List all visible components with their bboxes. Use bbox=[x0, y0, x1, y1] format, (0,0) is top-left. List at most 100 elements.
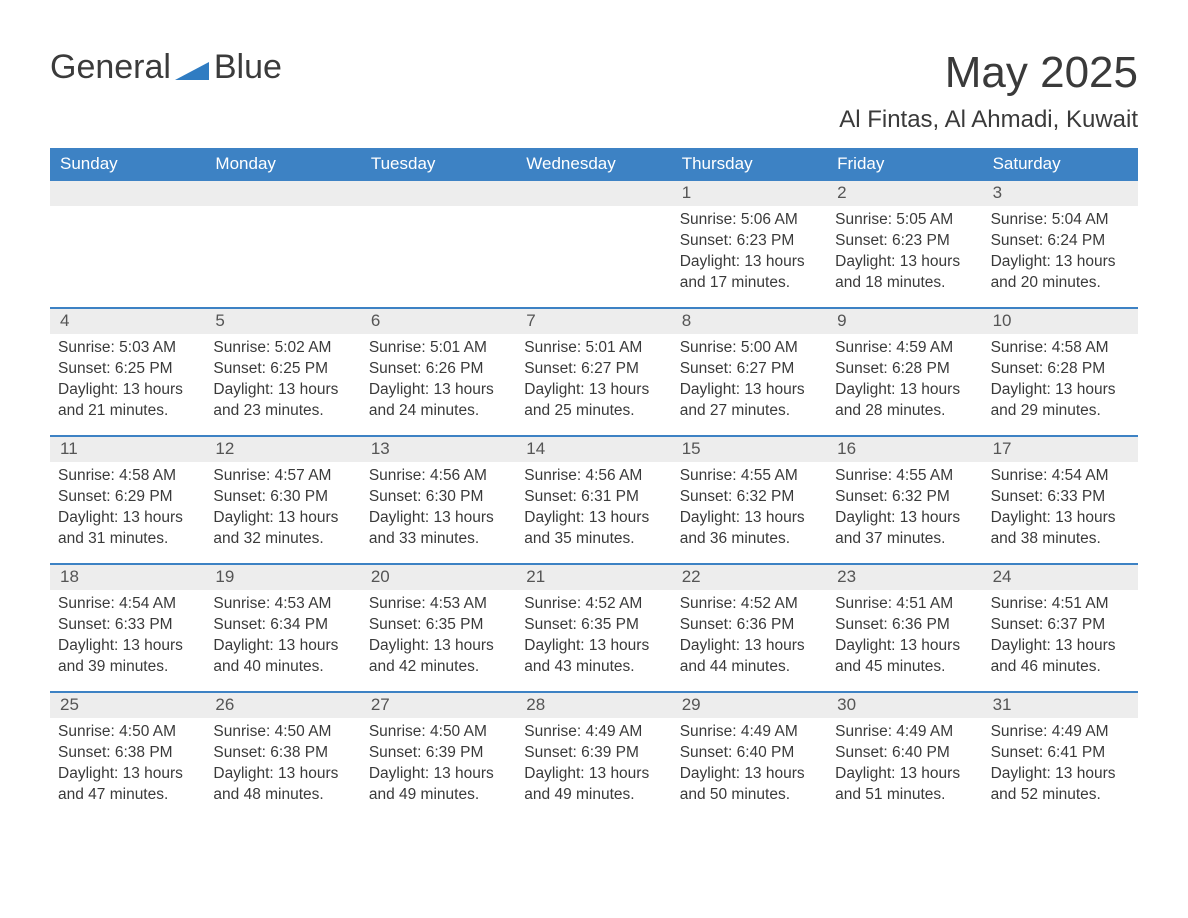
sunset-line: Sunset: 6:39 PM bbox=[369, 743, 508, 764]
day-cell: 5Sunrise: 5:02 AMSunset: 6:25 PMDaylight… bbox=[205, 309, 360, 435]
day-cell: 1Sunrise: 5:06 AMSunset: 6:23 PMDaylight… bbox=[672, 181, 827, 307]
sunset-line: Sunset: 6:23 PM bbox=[680, 231, 819, 252]
sunset-line: Sunset: 6:37 PM bbox=[991, 615, 1130, 636]
day-date: 26 bbox=[205, 693, 360, 718]
sunset-line: Sunset: 6:41 PM bbox=[991, 743, 1130, 764]
day-date: 20 bbox=[361, 565, 516, 590]
day-cell: 23Sunrise: 4:51 AMSunset: 6:36 PMDayligh… bbox=[827, 565, 982, 691]
daylight-line: Daylight: 13 hours and 33 minutes. bbox=[369, 508, 508, 550]
day-body: Sunrise: 4:54 AMSunset: 6:33 PMDaylight:… bbox=[991, 466, 1130, 550]
dow-cell: Friday bbox=[827, 148, 982, 181]
daylight-line: Daylight: 13 hours and 38 minutes. bbox=[991, 508, 1130, 550]
day-date bbox=[205, 181, 360, 206]
sunrise-line: Sunrise: 4:55 AM bbox=[680, 466, 819, 487]
daylight-line: Daylight: 13 hours and 40 minutes. bbox=[213, 636, 352, 678]
daylight-line: Daylight: 13 hours and 37 minutes. bbox=[835, 508, 974, 550]
day-date: 27 bbox=[361, 693, 516, 718]
day-cell: 25Sunrise: 4:50 AMSunset: 6:38 PMDayligh… bbox=[50, 693, 205, 819]
day-cell: 12 Sunrise: 4:57 AMSunset: 6:30 PMDayligh… bbox=[205, 437, 360, 563]
daylight-line: Daylight: 13 hours and 31 minutes. bbox=[58, 508, 197, 550]
logo-triangle-icon bbox=[175, 56, 209, 85]
day-cell: 10Sunrise: 4:58 AMSunset: 6:28 PMDayligh… bbox=[983, 309, 1138, 435]
daylight-line: Daylight: 13 hours and 48 minutes. bbox=[213, 764, 352, 806]
day-date: 7 bbox=[516, 309, 671, 334]
sunset-line: Sunset: 6:31 PM bbox=[524, 487, 663, 508]
sunset-line: Sunset: 6:27 PM bbox=[524, 359, 663, 380]
dow-cell: Sunday bbox=[50, 148, 205, 181]
daylight-line: Daylight: 13 hours and 43 minutes. bbox=[524, 636, 663, 678]
day-cell: 30Sunrise: 4:49 AMSunset: 6:40 PMDayligh… bbox=[827, 693, 982, 819]
sunset-line: Sunset: 6:36 PM bbox=[680, 615, 819, 636]
sunrise-line: Sunrise: 5:03 AM bbox=[58, 338, 197, 359]
sunrise-line: Sunrise: 4:49 AM bbox=[524, 722, 663, 743]
sunrise-line: Sunrise: 4:56 AM bbox=[369, 466, 508, 487]
sunrise-line: Sunrise: 4:49 AM bbox=[680, 722, 819, 743]
daylight-line: Daylight: 13 hours and 49 minutes. bbox=[369, 764, 508, 806]
day-body: Sunrise: 5:01 AMSunset: 6:27 PMDaylight:… bbox=[524, 338, 663, 422]
sunset-line: Sunset: 6:36 PM bbox=[835, 615, 974, 636]
day-date: 29 bbox=[672, 693, 827, 718]
daylight-line: Daylight: 13 hours and 17 minutes. bbox=[680, 252, 819, 294]
day-body: Sunrise: 4:56 AMSunset: 6:31 PMDaylight:… bbox=[524, 466, 663, 550]
sunset-line: Sunset: 6:28 PM bbox=[991, 359, 1130, 380]
sunrise-line: Sunrise: 4:59 AM bbox=[835, 338, 974, 359]
day-body: Sunrise: 4:51 AMSunset: 6:37 PMDaylight:… bbox=[991, 594, 1130, 678]
sunrise-line: Sunrise: 4:51 AM bbox=[835, 594, 974, 615]
daylight-line: Daylight: 13 hours and 39 minutes. bbox=[58, 636, 197, 678]
day-cell: 27 Sunrise: 4:50 AMSunset: 6:39 PMDayligh… bbox=[361, 693, 516, 819]
sunrise-line: Sunrise: 5:01 AM bbox=[369, 338, 508, 359]
day-date bbox=[50, 181, 205, 206]
daylight-line: Daylight: 13 hours and 18 minutes. bbox=[835, 252, 974, 294]
day-body: Sunrise: 4:57 AMSunset: 6:30 PMDaylight:… bbox=[213, 466, 352, 550]
calendar-grid: SundayMondayTuesdayWednesdayThursdayFrid… bbox=[50, 148, 1138, 819]
sunset-line: Sunset: 6:40 PM bbox=[835, 743, 974, 764]
daylight-line: Daylight: 13 hours and 50 minutes. bbox=[680, 764, 819, 806]
day-body: Sunrise: 5:05 AMSunset: 6:23 PMDaylight:… bbox=[835, 210, 974, 294]
day-cell: 15Sunrise: 4:55 AMSunset: 6:32 PMDayligh… bbox=[672, 437, 827, 563]
day-cell bbox=[516, 181, 671, 307]
day-body: Sunrise: 4:52 AMSunset: 6:36 PMDaylight:… bbox=[680, 594, 819, 678]
day-body: Sunrise: 4:52 AMSunset: 6:35 PMDaylight:… bbox=[524, 594, 663, 678]
sunset-line: Sunset: 6:34 PM bbox=[213, 615, 352, 636]
day-date: 30 bbox=[827, 693, 982, 718]
daylight-line: Daylight: 13 hours and 42 minutes. bbox=[369, 636, 508, 678]
daylight-line: Daylight: 13 hours and 36 minutes. bbox=[680, 508, 819, 550]
day-cell: 3Sunrise: 5:04 AMSunset: 6:24 PMDaylight… bbox=[983, 181, 1138, 307]
sunrise-line: Sunrise: 4:55 AM bbox=[835, 466, 974, 487]
day-cell: 21Sunrise: 4:52 AMSunset: 6:35 PMDayligh… bbox=[516, 565, 671, 691]
logo-word-1: General bbox=[50, 48, 171, 86]
sunset-line: Sunset: 6:28 PM bbox=[835, 359, 974, 380]
brand-logo: General Blue bbox=[50, 50, 282, 85]
day-body: Sunrise: 5:00 AMSunset: 6:27 PMDaylight:… bbox=[680, 338, 819, 422]
day-date: 8 bbox=[672, 309, 827, 334]
sunset-line: Sunset: 6:40 PM bbox=[680, 743, 819, 764]
sunrise-line: Sunrise: 5:05 AM bbox=[835, 210, 974, 231]
day-date: 9 bbox=[827, 309, 982, 334]
sunrise-line: Sunrise: 4:52 AM bbox=[524, 594, 663, 615]
day-cell: 7 Sunrise: 5:01 AMSunset: 6:27 PMDaylight… bbox=[516, 309, 671, 435]
sunset-line: Sunset: 6:39 PM bbox=[524, 743, 663, 764]
day-date: 28 bbox=[516, 693, 671, 718]
day-cell: 6Sunrise: 5:01 AMSunset: 6:26 PMDaylight… bbox=[361, 309, 516, 435]
sunset-line: Sunset: 6:27 PM bbox=[680, 359, 819, 380]
week-row: 4Sunrise: 5:03 AMSunset: 6:25 PMDaylight… bbox=[50, 307, 1138, 435]
day-body: Sunrise: 4:50 AMSunset: 6:38 PMDaylight:… bbox=[58, 722, 197, 806]
sunrise-line: Sunrise: 4:50 AM bbox=[369, 722, 508, 743]
daylight-line: Daylight: 13 hours and 29 minutes. bbox=[991, 380, 1130, 422]
daylight-line: Daylight: 13 hours and 52 minutes. bbox=[991, 764, 1130, 806]
day-cell: 26Sunrise: 4:50 AMSunset: 6:38 PMDayligh… bbox=[205, 693, 360, 819]
daylight-line: Daylight: 13 hours and 27 minutes. bbox=[680, 380, 819, 422]
sunrise-line: Sunrise: 4:50 AM bbox=[213, 722, 352, 743]
day-body: Sunrise: 4:55 AMSunset: 6:32 PMDaylight:… bbox=[835, 466, 974, 550]
sunrise-line: Sunrise: 4:54 AM bbox=[58, 594, 197, 615]
day-date: 5 bbox=[205, 309, 360, 334]
day-date: 12 bbox=[205, 437, 360, 462]
dow-cell: Monday bbox=[205, 148, 360, 181]
day-date: 23 bbox=[827, 565, 982, 590]
sunrise-line: Sunrise: 4:58 AM bbox=[58, 466, 197, 487]
day-date: 19 bbox=[205, 565, 360, 590]
sunrise-line: Sunrise: 4:49 AM bbox=[991, 722, 1130, 743]
day-body: Sunrise: 5:06 AMSunset: 6:23 PMDaylight:… bbox=[680, 210, 819, 294]
day-body: Sunrise: 4:55 AMSunset: 6:32 PMDaylight:… bbox=[680, 466, 819, 550]
day-date: 16 bbox=[827, 437, 982, 462]
